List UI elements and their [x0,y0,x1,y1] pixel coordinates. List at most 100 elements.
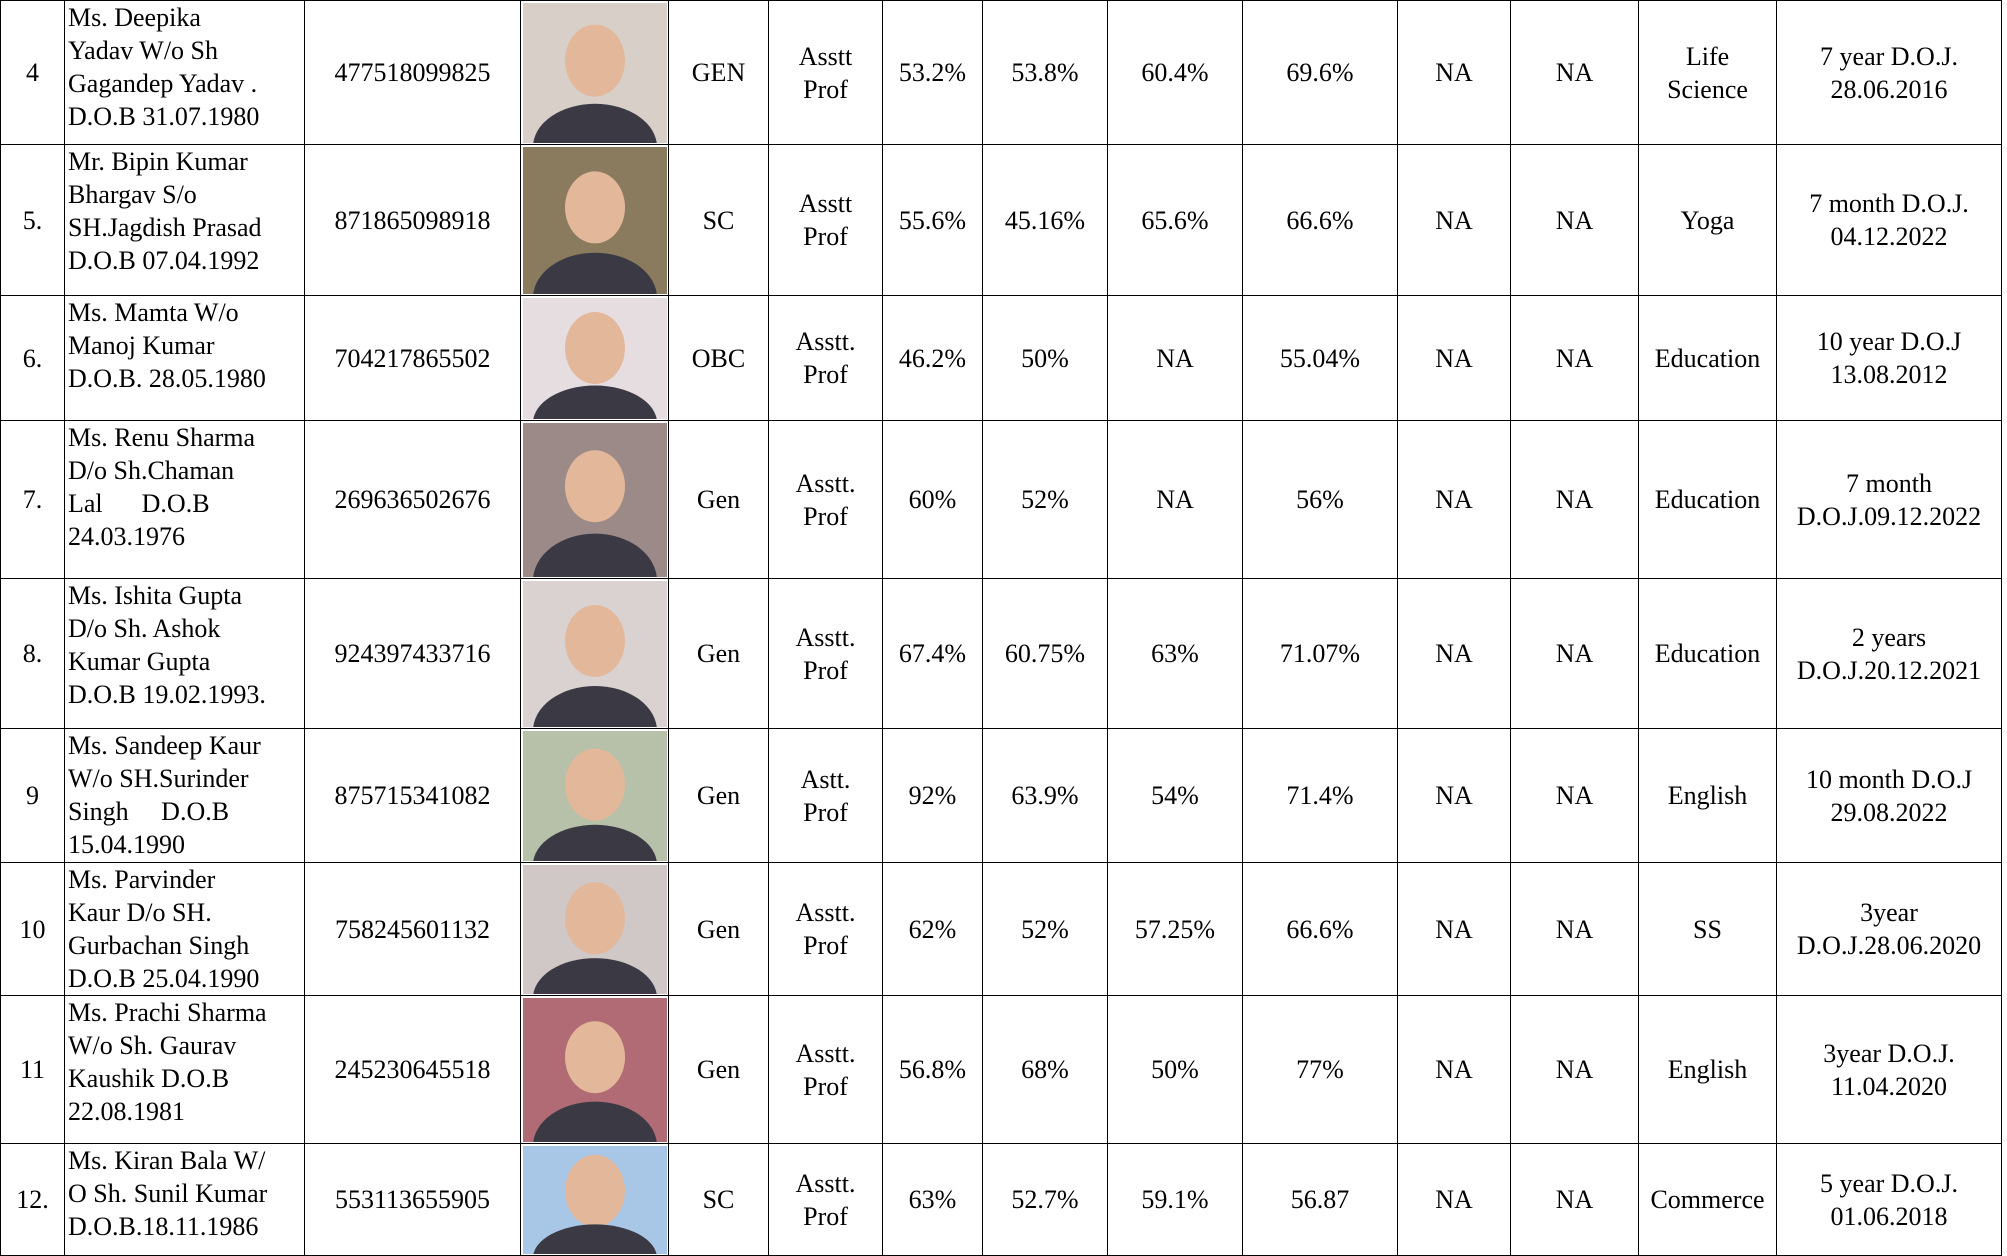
experience-line: 7 month [1846,468,1932,498]
photo-figure [533,24,657,143]
table-row: 9 Ms. Sandeep Kaur W/o SH.Surinder Singh D.… [0,728,2002,863]
designation-line: Prof [803,655,848,685]
marks: 69.6% [1286,58,1354,87]
subject: Education [1654,343,1761,373]
marks: 46.2% [898,343,967,373]
aadhaar-no-cell: 704217865502 [304,295,521,421]
name: Ms. Mamta W/o Manoj Kumar D.O.B. 28.05.198… [68,297,304,396]
aadhaar-no: 245230645518 [334,1055,491,1084]
category-cell: OBC [668,295,769,421]
marks: 56.87 [1290,1185,1350,1214]
marks-cell: 69.6% [1242,0,1398,145]
marks: 68% [1021,1055,1069,1084]
aadhaar-no-cell: 871865098918 [304,144,521,296]
experience: 10 month D.O.J 29.08.2022 [1778,763,2001,829]
subject-cell: English [1638,995,1777,1144]
table-row: 12. Ms. Kiran Bala W/O Sh. Sunil Kumar D.O… [0,1143,2002,1256]
designation-line: Asstt. [795,468,856,498]
marks: 53.8% [1011,58,1079,87]
marks: 45.16% [1004,205,1086,235]
marks-cell: 68% [982,995,1108,1144]
name-line: Kaur D/o SH. [68,898,212,927]
serial-no-cell: 11 [0,995,65,1144]
category-cell: Gen [668,862,769,996]
subject-cell: Yoga [1638,144,1777,296]
serial-no: 11 [19,1055,46,1084]
table-row: 7. Ms. Renu Sharma D/o Sh.Chaman Lal D.O.B 2… [0,420,2002,579]
photo [523,146,667,294]
marks: NA [1555,1055,1594,1084]
marks: 60.4% [1141,58,1209,87]
name-line: Kumar Gupta [68,647,211,676]
experience-line: 28.06.2016 [1830,74,1948,104]
name: Ms. Ishita Gupta D/o Sh. Ashok Kumar Gupta… [68,580,304,712]
marks-cell: 60% [882,420,983,579]
designation-line: Prof [803,1071,848,1101]
experience-line: 10 month D.O.J [1805,764,1973,794]
name-line: Mr. Bipin Kumar [68,147,248,176]
experience: 7 year D.O.J. 28.06.2016 [1778,40,2001,106]
marks-cell: 67.4% [882,578,983,729]
experience-cell: 7 year D.O.J. 28.06.2016 [1776,0,2002,145]
serial-no: 9 [26,781,39,810]
marks-cell: 50% [982,295,1108,421]
designation: Astt. Prof [770,763,882,829]
marks-cell: 56% [1242,420,1398,579]
aadhaar-no-cell: 875715341082 [304,728,521,863]
category-cell: Gen [668,578,769,729]
marks: NA [1435,58,1473,87]
name: Ms. Kiran Bala W/O Sh. Sunil Kumar D.O.B.… [68,1145,304,1244]
name-line: Singh D.O.B [68,797,230,826]
aadhaar-no-cell: 245230645518 [304,995,521,1144]
name-line: Ms. Mamta W/o [68,298,239,327]
marks-cell: NA [1397,728,1511,863]
serial-no: 7. [22,485,43,514]
marks-cell: NA [1397,578,1511,729]
name-cell: Ms. Prachi Sharma W/o Sh. Gaurav Kaushik D… [64,995,305,1144]
name: Ms. Renu Sharma D/o Sh.Chaman Lal D.O.B 24.… [68,422,304,554]
name-line: Yadav W/o Sh [68,36,219,65]
designation-line: Prof [803,222,848,251]
marks-cell: 46.2% [882,295,983,421]
serial-no-cell: 8. [0,578,65,729]
name-line: D/o Sh.Chaman [68,456,235,485]
aadhaar-no-cell: 924397433716 [304,578,521,729]
name-line: D.O.B 19.02.1993. [68,680,266,709]
designation-line: Asstt. [795,898,856,927]
designation-line: Prof [803,1201,848,1231]
name: Ms. Sandeep Kaur W/o SH.Surinder Singh D.O… [68,730,304,862]
serial-no: 6. [22,343,43,373]
subject: SS [1693,914,1722,944]
subject-cell: Education [1638,578,1777,729]
photo [523,580,667,727]
marks-cell: 60.75% [982,578,1108,729]
marks-cell: 71.4% [1242,728,1398,863]
experience-line: D.O.J.09.12.2022 [1796,501,1982,531]
name-line: Ms. Renu Sharma [68,423,256,452]
name-line: 15.04.1990 [68,830,185,859]
name-line: D.O.B. 28.05.1980 [68,364,266,393]
marks: NA [1435,205,1473,235]
serial-no-cell: 12. [0,1143,65,1256]
marks: NA [1156,485,1194,514]
subject: Life Science [1640,40,1776,106]
marks-cell: 52% [982,420,1108,579]
experience-cell: 10 year D.O.J 13.08.2012 [1776,295,2002,421]
marks-cell: NA [1510,578,1639,729]
designation: Asstt. Prof [770,325,882,391]
marks-cell: 56.8% [882,995,983,1144]
experience-line: 10 year D.O.J [1816,327,1962,356]
marks-cell: NA [1510,862,1639,996]
marks: NA [1435,781,1473,810]
marks: NA [1435,914,1473,944]
marks-cell: 71.07% [1242,578,1398,729]
table-row: 11 Ms. Prachi Sharma W/o Sh. Gaurav Kaushik… [0,995,2002,1144]
marks: NA [1156,343,1194,373]
marks: 62% [908,914,957,944]
marks: 55.04% [1279,343,1361,373]
name-cell: Ms. Mamta W/o Manoj Kumar D.O.B. 28.05.198… [64,295,305,421]
marks-cell: 52% [982,862,1108,996]
category: Gen [696,639,741,668]
designation-cell: Asstt. Prof [768,1143,883,1256]
category: Gen [696,485,741,514]
